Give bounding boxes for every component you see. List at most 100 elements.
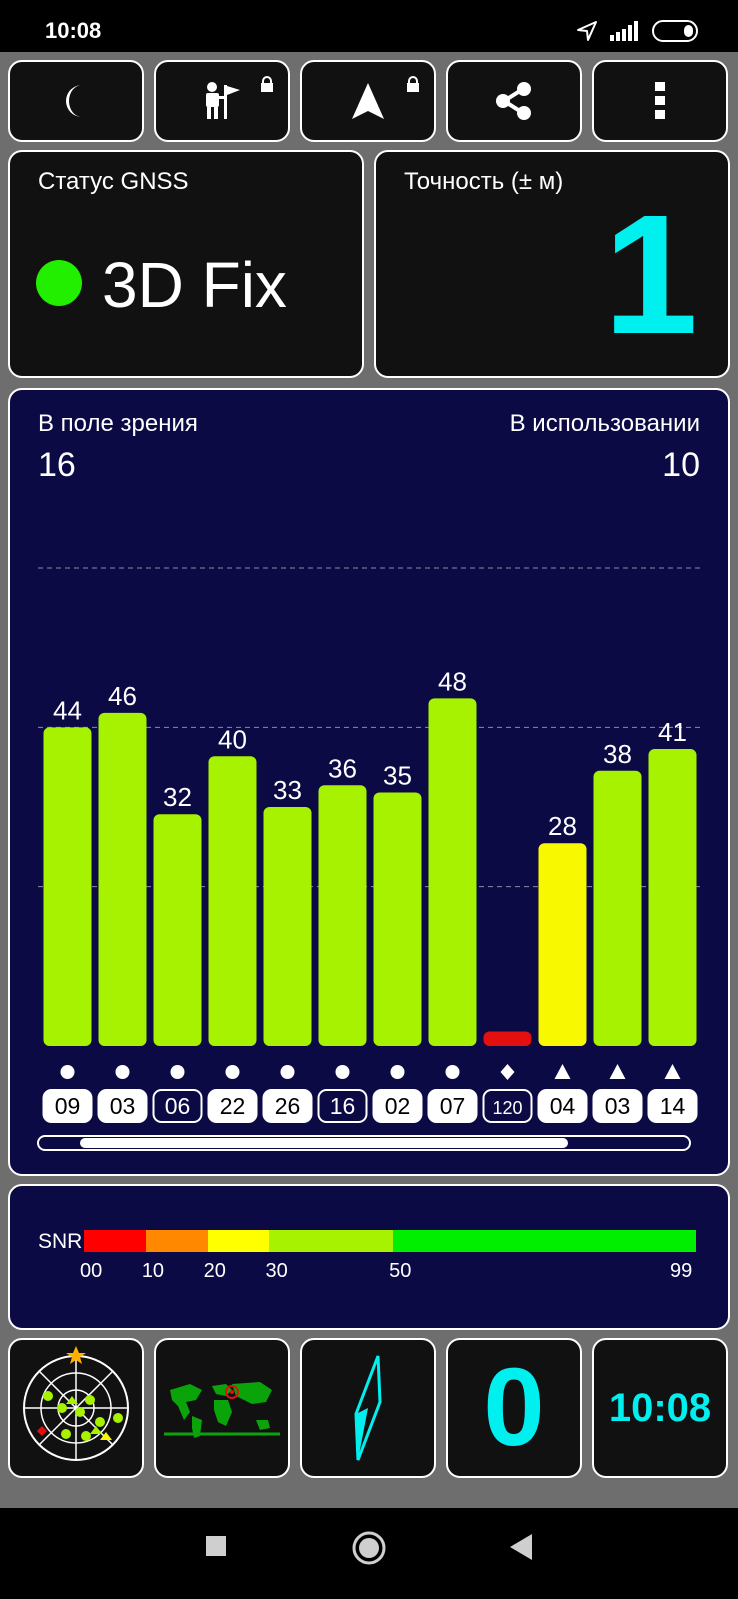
clock-value: 10:08 bbox=[608, 1385, 712, 1430]
snr-segment-4 bbox=[393, 1230, 696, 1252]
prn-badge-3 bbox=[207, 1089, 258, 1123]
snr-legend-panel: SNR 00 10 20 30 50 99 bbox=[8, 1184, 730, 1330]
snr-tick-0: 00 bbox=[80, 1260, 103, 1282]
navigation-button[interactable] bbox=[300, 60, 436, 142]
sbas-marker-icon bbox=[500, 1064, 515, 1080]
chart-scroll-thumb bbox=[80, 1138, 568, 1148]
night-mode-button[interactable] bbox=[8, 60, 144, 142]
recents-icon[interactable] bbox=[204, 1534, 228, 1558]
snr-bar-0 bbox=[43, 727, 92, 1046]
snr-value-label-11: 41 bbox=[658, 717, 687, 747]
glonass-marker-icon bbox=[664, 1064, 681, 1079]
app-content: Статус GNSS 3D Fix Точность (± м) 1 В по… bbox=[0, 52, 738, 1508]
snr-bar-7 bbox=[428, 698, 477, 1046]
snr-bar-6 bbox=[373, 792, 422, 1046]
accuracy-label: Точность (± м) bbox=[404, 168, 564, 195]
share-button[interactable] bbox=[446, 60, 582, 142]
in-use-label: В использовании bbox=[509, 410, 700, 437]
satellite-snr-panel[interactable]: В поле зрения 16 В использовании 10 44 09… bbox=[8, 388, 730, 1176]
snr-value-label-6: 35 bbox=[383, 761, 412, 791]
snr-bar-4 bbox=[263, 807, 312, 1046]
world-map-tile[interactable] bbox=[154, 1338, 290, 1478]
snr-segment-0 bbox=[84, 1230, 146, 1252]
prn-badge-6 bbox=[372, 1089, 423, 1123]
world-map-icon bbox=[164, 1382, 280, 1438]
prn-label-7: 07 bbox=[440, 1093, 466, 1119]
gps-marker-icon bbox=[390, 1065, 405, 1079]
share-icon bbox=[496, 82, 531, 120]
chart-scroll-track bbox=[37, 1135, 691, 1151]
prn-label-3: 22 bbox=[220, 1093, 246, 1119]
gps-marker-icon bbox=[225, 1065, 240, 1079]
gnss-status-indicator bbox=[36, 260, 82, 306]
speed-tile[interactable]: 0 bbox=[446, 1338, 582, 1478]
gnss-status-panel[interactable]: Статус GNSS 3D Fix bbox=[8, 150, 364, 378]
gps-marker-icon bbox=[170, 1065, 185, 1079]
prn-badge-7 bbox=[427, 1089, 478, 1123]
system-nav-bar bbox=[0, 1508, 738, 1599]
accuracy-panel[interactable]: Точность (± м) 1 bbox=[374, 150, 730, 378]
snr-bar-5 bbox=[318, 785, 367, 1046]
hiking-mode-button[interactable] bbox=[154, 60, 290, 142]
home-icon[interactable] bbox=[351, 1530, 387, 1566]
speed-value: 0 bbox=[483, 1346, 545, 1469]
sky-view-tile[interactable] bbox=[8, 1338, 144, 1478]
snr-bar-10 bbox=[593, 770, 642, 1046]
hiker-icon bbox=[206, 82, 240, 119]
prn-badge-5 bbox=[317, 1089, 368, 1123]
prn-label-0: 09 bbox=[55, 1093, 81, 1119]
snr-tick-2: 20 bbox=[203, 1260, 226, 1282]
prn-badge-9 bbox=[537, 1089, 588, 1123]
gnss-status-value: 3D Fix bbox=[102, 249, 287, 321]
prn-label-8: 120 bbox=[492, 1098, 522, 1118]
prn-badge-1 bbox=[97, 1089, 148, 1123]
more-icon bbox=[655, 82, 665, 119]
snr-value-label-1: 46 bbox=[108, 681, 137, 711]
lock-icon bbox=[261, 76, 273, 92]
prn-label-9: 04 bbox=[550, 1093, 576, 1119]
snr-segment-2 bbox=[207, 1230, 270, 1252]
prn-label-1: 03 bbox=[110, 1093, 136, 1119]
clock-tile[interactable]: 10:08 bbox=[592, 1338, 728, 1478]
prn-label-5: 16 bbox=[330, 1093, 356, 1119]
gps-marker-icon bbox=[445, 1065, 460, 1079]
snr-value-label-5: 36 bbox=[328, 753, 357, 783]
prn-badge-4 bbox=[262, 1089, 313, 1123]
snr-bar-11 bbox=[648, 749, 697, 1046]
snr-tick-1: 10 bbox=[141, 1260, 165, 1282]
gps-marker-icon bbox=[115, 1065, 130, 1079]
snr-value-label-9: 28 bbox=[548, 811, 577, 841]
snr-value-label-10: 38 bbox=[603, 739, 632, 769]
prn-label-10: 03 bbox=[605, 1093, 631, 1119]
snr-value-label-3: 40 bbox=[218, 724, 247, 754]
compass-tile[interactable] bbox=[300, 1338, 436, 1478]
back-icon[interactable] bbox=[508, 1532, 534, 1562]
snr-segment-1 bbox=[145, 1230, 208, 1252]
status-bar: 10:08 bbox=[0, 0, 738, 52]
gnss-status-label: Статус GNSS bbox=[38, 168, 189, 195]
snr-bar-2 bbox=[153, 814, 202, 1046]
gps-marker-icon bbox=[335, 1065, 350, 1079]
prn-badge-0 bbox=[42, 1089, 93, 1123]
more-menu-button[interactable] bbox=[592, 60, 728, 142]
snr-bar-3 bbox=[208, 756, 257, 1046]
snr-tick-4: 50 bbox=[389, 1260, 412, 1282]
prn-label-6: 02 bbox=[385, 1093, 411, 1119]
prn-label-11: 14 bbox=[660, 1093, 686, 1119]
prn-badge-10 bbox=[592, 1089, 643, 1123]
gps-marker-icon bbox=[60, 1065, 75, 1079]
prn-label-4: 26 bbox=[275, 1093, 301, 1119]
status-time: 10:08 bbox=[45, 18, 102, 43]
snr-scale-bar bbox=[84, 1230, 696, 1252]
navigation-arrow-icon bbox=[577, 21, 597, 41]
glonass-marker-icon bbox=[554, 1064, 571, 1079]
snr-value-label-0: 44 bbox=[53, 695, 82, 725]
in-view-label: В поле зрения bbox=[38, 410, 198, 437]
prn-badge-8 bbox=[482, 1089, 533, 1123]
prn-label-2: 06 bbox=[165, 1093, 191, 1119]
navigation-icon bbox=[352, 83, 384, 119]
signal-icon bbox=[610, 21, 638, 41]
snr-bar-9 bbox=[538, 843, 587, 1046]
accuracy-value: 1 bbox=[603, 180, 698, 370]
snr-bar-chart: 44 09 46 03 32 06 40 22 33 26 36 16 35 02 48 07 120 28 04 3… bbox=[37, 567, 700, 1151]
